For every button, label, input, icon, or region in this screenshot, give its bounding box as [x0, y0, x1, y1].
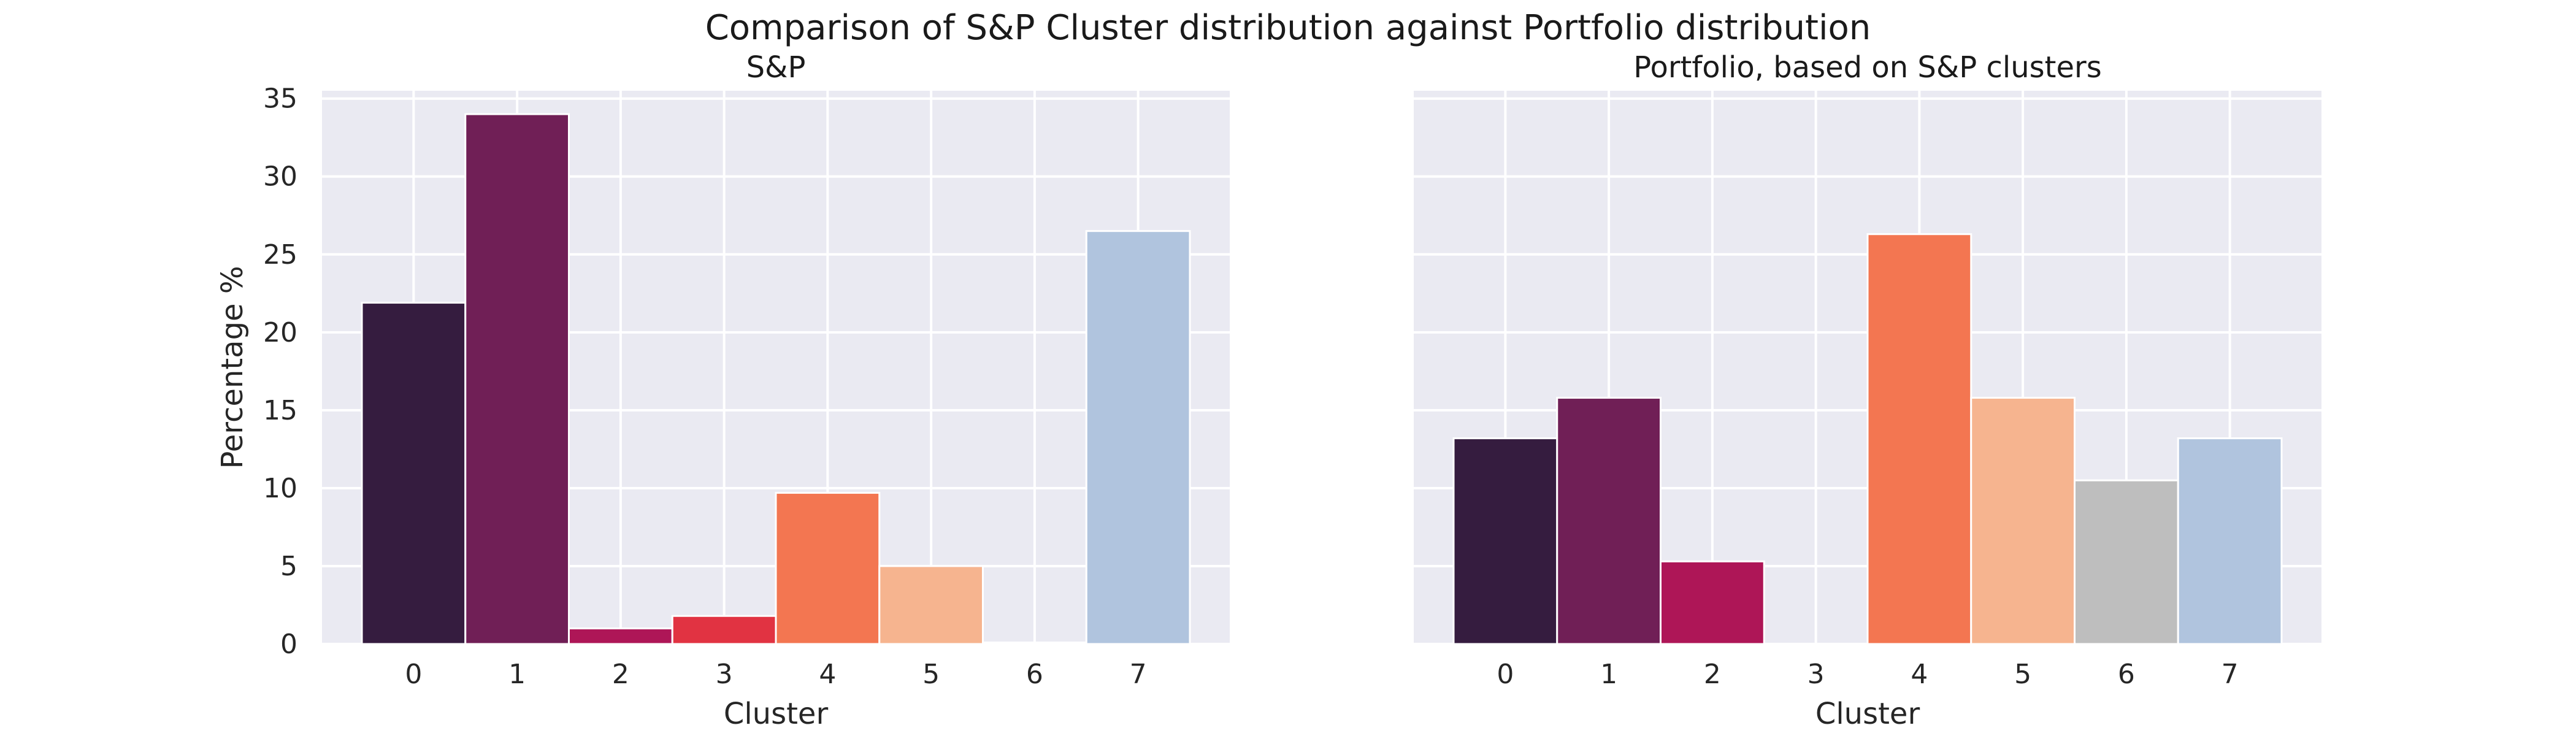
sp-bar-cluster-0: [361, 302, 467, 645]
portfolio-bar-cluster-7: [2177, 437, 2283, 645]
sp-y-tick-label: 35: [263, 83, 297, 115]
portfolio-x-tick-label: 4: [1911, 659, 1928, 690]
sp-x-tick-label: 6: [1026, 659, 1043, 690]
portfolio-x-tick-label: 5: [2014, 659, 2031, 690]
portfolio-bar-cluster-6: [2074, 479, 2179, 645]
sp-x-tick-label: 4: [819, 659, 836, 690]
sp-x-tick-labels: 0 1 2 3 4 5 6 7: [405, 659, 1146, 690]
sp-x-tick-label: 5: [922, 659, 940, 690]
portfolio-bar-cluster-0: [1452, 437, 1558, 645]
sp-y-tick-label: 25: [263, 239, 297, 270]
portfolio-bar-cluster-5: [1970, 397, 2076, 645]
portfolio-x-tick-label: 1: [1600, 659, 1617, 690]
portfolio-x-tick-label: 0: [1497, 659, 1514, 690]
sp-bar-cluster-3: [671, 615, 777, 645]
sp-x-tick-label: 0: [405, 659, 422, 690]
sp-y-tick-label: 30: [263, 161, 297, 193]
sp-bar-cluster-4: [775, 492, 881, 645]
sp-x-tick-label: 2: [612, 659, 629, 690]
portfolio-bar-cluster-4: [1866, 233, 1972, 645]
sp-x-tick-label: 3: [716, 659, 733, 690]
sp-x-axis-label: Cluster: [724, 697, 829, 731]
portfolio-chart-panel: 0 1 2 3 4 5 6 7 Portfolio, based on S&P cluster…: [1414, 50, 2321, 731]
sp-y-tick-label: 10: [263, 473, 297, 504]
portfolio-x-tick-label: 3: [1807, 659, 1825, 690]
portfolio-x-tick-label: 2: [1704, 659, 1721, 690]
portfolio-x-tick-labels: 0 1 2 3 4 5 6 7: [1497, 659, 2238, 690]
sp-x-tick-label: 7: [1130, 659, 1147, 690]
portfolio-chart-title: Portfolio, based on S&P clusters: [1633, 50, 2102, 85]
sp-bar-cluster-7: [1085, 230, 1191, 645]
sp-y-axis-label: Percentage %: [215, 266, 250, 469]
sp-chart-title: S&P: [746, 50, 806, 85]
sp-y-tick-label: 0: [280, 629, 297, 660]
portfolio-bar-cluster-1: [1556, 397, 1662, 645]
figure-title: Comparison of S&P Cluster distribution a…: [705, 8, 1871, 48]
portfolio-bar-cluster-2: [1660, 560, 1765, 645]
sp-bar-cluster-6: [982, 641, 1087, 645]
sp-x-tick-label: 1: [508, 659, 526, 690]
sp-y-tick-label: 5: [280, 551, 297, 582]
portfolio-x-tick-label: 6: [2118, 659, 2135, 690]
portfolio-x-axis-label: Cluster: [1815, 697, 1920, 731]
sp-y-tick-label: 15: [263, 395, 297, 426]
sp-bar-cluster-2: [568, 627, 673, 645]
sp-bar-cluster-1: [464, 113, 570, 645]
portfolio-x-tick-label: 7: [2221, 659, 2239, 690]
sp-chart-panel: 0 1 2 3 4 5 6 7 0 5 10 15 20 25 30 35 S&P Cluster Perc…: [215, 50, 1230, 731]
sp-bar-cluster-5: [878, 565, 984, 645]
sp-y-tick-label: 20: [263, 317, 297, 348]
portfolio-bars: [1452, 233, 2283, 645]
sp-bars: [361, 113, 1191, 645]
sp-y-tick-labels: 0 5 10 15 20 25 30 35: [263, 83, 297, 660]
